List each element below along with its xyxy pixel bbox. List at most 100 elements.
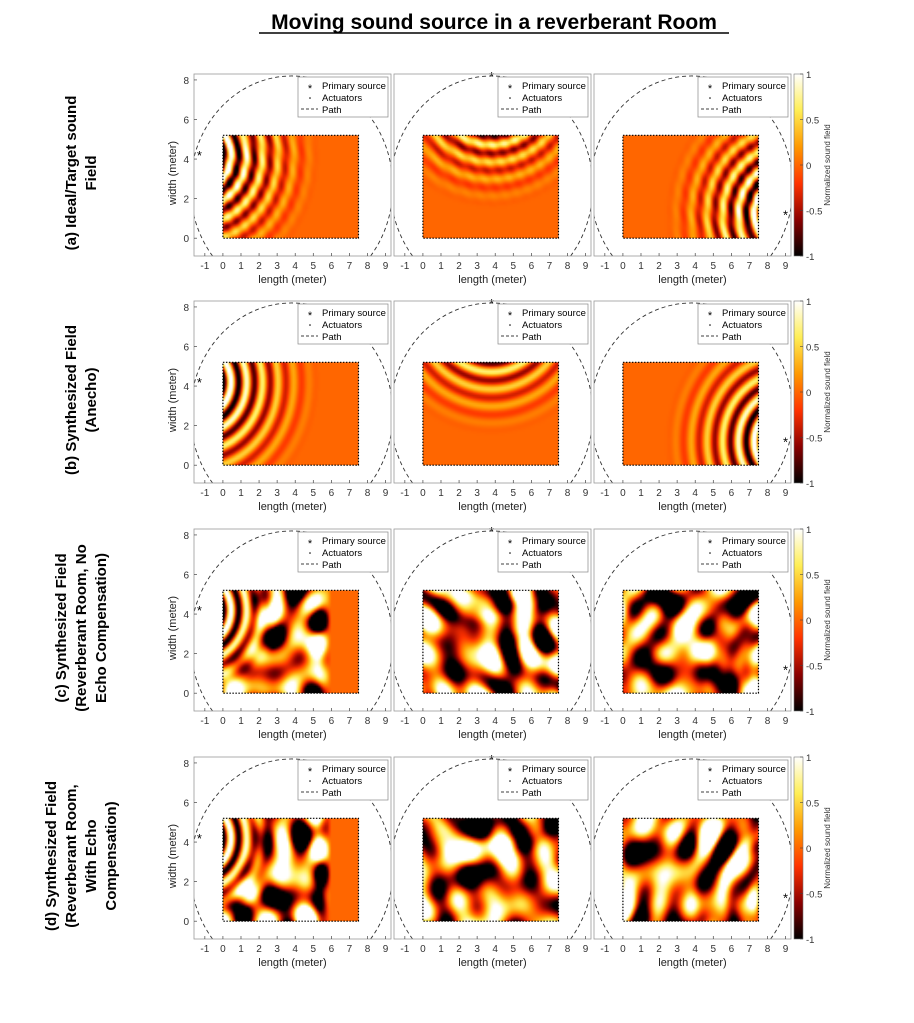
axes-frame — [393, 300, 592, 484]
x-tick-label: 3 — [474, 261, 480, 272]
actuator-array — [222, 134, 360, 239]
y-tick-label: 8 — [183, 759, 189, 770]
x-tick-label: -1 — [200, 944, 209, 955]
x-tick-label: -1 — [400, 944, 409, 955]
x-tick-label: 5 — [311, 716, 317, 727]
legend-box — [297, 76, 389, 118]
actuator-array — [222, 361, 360, 466]
legend-marker-actuator — [309, 324, 311, 326]
x-axis-label: length (meter) — [458, 274, 526, 286]
legend-box — [697, 759, 789, 801]
legend-entry: Primary source — [522, 536, 586, 547]
x-tick-label: 5 — [311, 488, 317, 499]
x-tick-label: 1 — [438, 488, 444, 499]
colorbar-label: Normalized sound field — [823, 807, 832, 888]
legend-entry: Primary source — [522, 308, 586, 319]
x-tick-label: 0 — [420, 944, 426, 955]
x-tick-label: 1 — [238, 716, 244, 727]
legend-marker-source: * — [708, 83, 713, 95]
axes-frame — [593, 73, 792, 257]
x-tick-label: 6 — [529, 488, 535, 499]
legend-entry: Path — [322, 105, 342, 116]
figure-title: Moving sound source in a reverberant Roo… — [271, 11, 717, 34]
x-tick-label: 2 — [456, 944, 462, 955]
legend-marker-actuator — [309, 552, 311, 554]
primary-source-marker: * — [489, 296, 494, 311]
legend-entry: Primary source — [322, 308, 386, 319]
panel-d2: * -1 0 1 2 3 4 5 6 7 8 9 length (meter) * Primary sour… — [393, 752, 592, 969]
actuator-array — [422, 134, 560, 239]
x-tick-label: 8 — [365, 488, 371, 499]
x-tick-label: 9 — [783, 716, 789, 727]
legend-entry: Actuators — [522, 93, 562, 104]
legend-entry: Primary source — [322, 536, 386, 547]
panel-c3: * -1 0 1 2 3 4 5 6 7 8 9 length (meter) * Primary sour… — [593, 528, 792, 741]
x-tick-label: 8 — [365, 716, 371, 727]
legend-entry: Actuators — [522, 776, 562, 787]
x-tick-label: 2 — [456, 716, 462, 727]
row-label: (b) Synthesized Field (Anecho) — [63, 325, 100, 475]
primary-source-marker: * — [489, 69, 494, 84]
source-path — [394, 530, 591, 711]
y-tick-label: 6 — [183, 571, 189, 582]
x-tick-label: 0 — [620, 261, 626, 272]
x-axis-label: length (meter) — [258, 274, 326, 286]
row-label-line: (d) Synthesized Field — [43, 781, 60, 931]
actuator-array — [222, 817, 360, 922]
x-tick-label: 5 — [511, 944, 517, 955]
colorbar-tick-label: -1 — [806, 252, 814, 263]
source-path — [594, 758, 791, 939]
legend-marker-actuator — [709, 97, 711, 99]
y-tick-label: 4 — [183, 155, 189, 166]
sound-field-heatmap — [622, 362, 759, 466]
y-tick-label: 2 — [183, 195, 189, 206]
x-tick-label: 6 — [729, 261, 735, 272]
x-tick-label: 1 — [438, 944, 444, 955]
panel-a2: * -1 0 1 2 3 4 5 6 7 8 9 length (meter) * Primary sour… — [393, 69, 592, 286]
sound-field-heatmap — [622, 818, 759, 922]
x-tick-label: 4 — [492, 261, 498, 272]
legend-entry: Actuators — [322, 776, 362, 787]
x-tick-label: 5 — [711, 261, 717, 272]
x-tick-label: 9 — [583, 716, 589, 727]
x-tick-label: -1 — [200, 488, 209, 499]
y-tick-label: 6 — [183, 116, 189, 127]
y-tick-label: 2 — [183, 878, 189, 889]
x-tick-label: 4 — [292, 716, 298, 727]
legend-entry: Actuators — [522, 320, 562, 331]
x-tick-label: 4 — [692, 488, 698, 499]
source-path — [594, 75, 791, 256]
x-tick-label: 7 — [347, 716, 353, 727]
x-tick-label: 8 — [765, 261, 771, 272]
colorbar-tick-label: -0.5 — [806, 207, 822, 218]
x-tick-label: 7 — [747, 488, 753, 499]
x-tick-label: 5 — [511, 716, 517, 727]
x-tick-label: 2 — [456, 488, 462, 499]
x-tick-label: 6 — [729, 944, 735, 955]
x-tick-label: -1 — [400, 488, 409, 499]
x-tick-label: 9 — [583, 944, 589, 955]
x-tick-label: 2 — [656, 716, 662, 727]
legend-marker-source: * — [508, 538, 513, 550]
x-axis-label: length (meter) — [258, 957, 326, 969]
x-tick-label: 4 — [292, 944, 298, 955]
legend-marker-source: * — [708, 538, 713, 550]
row-label-line: With Echo — [83, 819, 100, 892]
x-tick-label: 9 — [583, 261, 589, 272]
y-tick-label: 2 — [183, 650, 189, 661]
colorbar-tick-label: 0 — [806, 388, 811, 399]
x-tick-label: 3 — [474, 488, 480, 499]
actuator-array — [422, 817, 560, 922]
colorbar-tick-label: -0.5 — [806, 890, 822, 901]
legend-box — [297, 531, 389, 573]
panel-b2: * -1 0 1 2 3 4 5 6 7 8 9 length (meter) * Primary sour… — [393, 296, 592, 513]
x-tick-label: 6 — [329, 488, 335, 499]
x-tick-label: 0 — [420, 261, 426, 272]
x-tick-label: 3 — [474, 944, 480, 955]
